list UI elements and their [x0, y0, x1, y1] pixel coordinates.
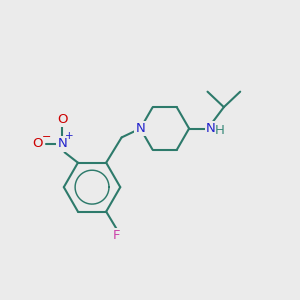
Text: O: O	[57, 112, 68, 125]
Text: −: −	[41, 131, 51, 142]
Text: O: O	[32, 137, 43, 151]
Text: H: H	[215, 124, 225, 136]
Text: N: N	[206, 122, 215, 135]
Text: N: N	[136, 122, 145, 135]
Text: N: N	[57, 137, 67, 151]
Text: +: +	[65, 131, 74, 141]
Text: F: F	[113, 229, 120, 242]
